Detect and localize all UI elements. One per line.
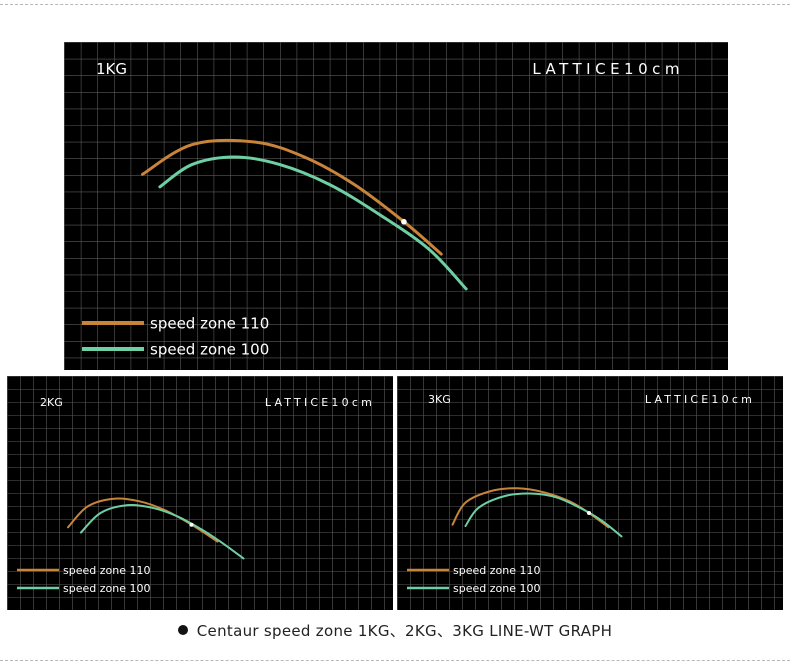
chart-panel-3kg: 3KG LATTICE10cm speed zone 110 speed zone 1… [397, 376, 783, 610]
chart-svg-2kg: 2KG LATTICE10cm speed zone 110 speed zone 1… [7, 376, 393, 610]
lattice-label-3kg: LATTICE10cm [645, 393, 755, 406]
chart-svg-3kg: 3KG LATTICE10cm speed zone 110 speed zone 1… [397, 376, 783, 610]
series-line-110 [67, 497, 219, 543]
legend-label-110: speed zone 110 [63, 564, 150, 577]
legend-label-100: speed zone 100 [453, 582, 540, 595]
marker-dot [401, 218, 407, 225]
marker-dot [587, 511, 591, 515]
legend-label-110: speed zone 110 [150, 315, 269, 333]
caption-text: Centaur speed zone 1KG、2KG、3KG LINE-WT G… [196, 622, 613, 640]
chart-panel-2kg: 2KG LATTICE10cm speed zone 110 speed zone 1… [7, 376, 393, 610]
legend-label-110: speed zone 110 [453, 564, 540, 577]
grid-3kg [397, 376, 783, 610]
top-divider [0, 4, 790, 5]
figure-caption: Centaur speed zone 1KG、2KG、3KG LINE-WT G… [0, 620, 790, 641]
legend-label-100: speed zone 100 [63, 582, 150, 595]
chart-title-1kg: 1KG [96, 60, 127, 78]
lattice-label-1kg: LATTICE10cm [532, 60, 684, 78]
chart-panel-1kg: 1KG LATTICE10cm speed zone 110 speed zone 1… [64, 42, 728, 370]
marker-dot [189, 522, 194, 527]
grid-2kg [7, 376, 393, 610]
lattice-label-2kg: LATTICE10cm [265, 396, 375, 409]
bottom-divider [0, 660, 790, 661]
series-line-100 [464, 492, 623, 538]
legend-label-100: speed zone 100 [150, 341, 269, 359]
chart-svg-1kg: 1KG LATTICE10cm speed zone 110 speed zone 1… [64, 42, 728, 370]
series-line-100 [158, 155, 468, 291]
chart-title-3kg: 3KG [428, 393, 451, 406]
bullet-icon [177, 625, 188, 635]
grid-1kg [64, 42, 728, 370]
series-line-100 [80, 503, 245, 560]
chart-title-2kg: 2KG [40, 396, 63, 409]
